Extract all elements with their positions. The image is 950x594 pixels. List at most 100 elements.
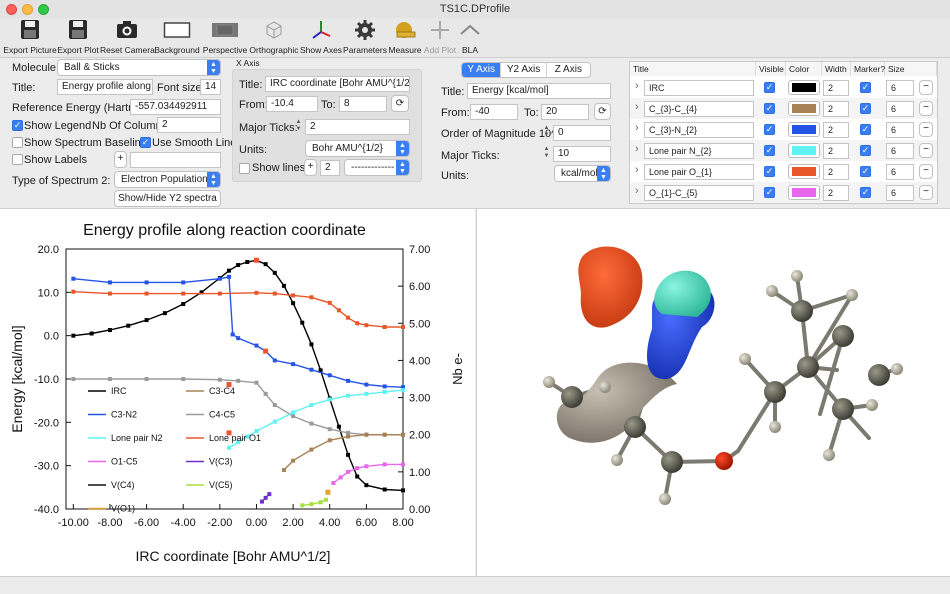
title-input[interactable]: Energy profile along rea [57,79,153,95]
x-from-input[interactable]: -10.4 [266,96,318,112]
series-width-input[interactable]: 2 [823,122,849,138]
series-width-input[interactable]: 2 [823,164,849,180]
series-title-input[interactable]: C_{3}-C_{4} [644,101,754,117]
table-row[interactable]: › C_{3}-N_{2} ✓ 2 ✓ 6− [630,119,937,140]
labels-input[interactable] [130,152,221,168]
bla-button[interactable]: BLA [457,18,483,58]
series-title-input[interactable]: C_{3}-N_{2} [644,122,754,138]
table-row[interactable]: › IRC ✓ 2 ✓ 6− [630,77,937,98]
series-size-input[interactable]: 6 [886,80,914,96]
series-size-input[interactable]: 6 [886,164,914,180]
lines-count-input[interactable]: 2 [320,160,340,176]
parameters-button[interactable]: Parameters [343,18,387,58]
y-to-input[interactable]: 20 [541,104,589,120]
add-label-button[interactable]: + [114,151,127,168]
x-to-input[interactable]: 8 [339,96,387,112]
remove-series-button[interactable]: − [919,80,933,95]
disclosure-chevron-icon[interactable]: › [635,122,639,134]
series-size-input[interactable]: 6 [886,101,914,117]
perspective-button[interactable]: Perspective [202,18,248,58]
col-size[interactable]: Size [885,62,937,76]
orthographic-button[interactable]: Orthographic [248,18,300,58]
y-major-ticks-stepper[interactable]: ▲ ▼ [543,146,550,159]
y-order-stepper[interactable]: ▲ ▼ [543,125,550,138]
add-line-button[interactable]: + [304,159,317,176]
y-refresh-button[interactable]: ⟳ [594,103,611,120]
export-plot-button[interactable]: Export Plot [57,18,99,58]
close-window-button[interactable] [6,4,17,15]
x-title-input[interactable]: IRC coordinate [Bohr AMU^{1/2}] [265,76,410,92]
disclosure-chevron-icon[interactable]: › [635,143,639,155]
series-size-input[interactable]: 6 [886,143,914,159]
series-visible-checkbox[interactable]: ✓ [764,187,775,198]
series-marker-checkbox[interactable]: ✓ [860,166,871,177]
show-lines-checkbox[interactable] [239,163,250,174]
series-visible-checkbox[interactable]: ✓ [764,82,775,93]
series-size-input[interactable]: 6 [886,122,914,138]
series-color-swatch[interactable] [788,185,820,200]
remove-series-button[interactable]: − [919,164,933,179]
x-major-ticks-stepper[interactable]: ▲ ▼ [295,119,302,132]
show-hide-y2-button[interactable]: Show/Hide Y2 spectra [114,190,221,207]
x-refresh-button[interactable]: ⟳ [391,95,409,112]
series-width-input[interactable]: 2 [823,143,849,159]
background-button[interactable]: Background [154,18,200,58]
y-from-input[interactable]: -40 [470,104,518,120]
col-width[interactable]: Width [822,62,851,76]
show-legend-checkbox[interactable]: ✓ [12,120,23,131]
show-labels-checkbox[interactable] [12,154,23,165]
line-style-select[interactable]: ------------- ▲ ▼ [344,159,410,176]
font-size-input[interactable]: 14 [200,79,221,95]
series-marker-checkbox[interactable]: ✓ [860,103,871,114]
ref-energy-input[interactable]: -557.034492911 [130,99,221,115]
tab-y-axis[interactable]: Y Axis [462,63,502,77]
series-title-input[interactable]: IRC [644,80,754,96]
series-visible-checkbox[interactable]: ✓ [764,124,775,135]
series-marker-checkbox[interactable]: ✓ [860,124,871,135]
tab-y2-axis[interactable]: Y2 Axis [501,63,547,77]
series-marker-checkbox[interactable]: ✓ [860,187,871,198]
plot-area[interactable]: Energy profile along reaction coordinate… [0,209,475,576]
table-row[interactable]: › Lone pair O_{1} ✓ 2 ✓ 6− [630,161,937,182]
remove-series-button[interactable]: − [919,143,933,158]
spectrum2-select[interactable]: Electron Population ▲ ▼ [114,171,221,188]
table-row[interactable]: › O_{1}-C_{5} ✓ 2 ✓ 6− [630,182,937,203]
series-color-swatch[interactable] [788,143,820,158]
tab-z-axis[interactable]: Z Axis [554,64,582,75]
col-visible[interactable]: Visible [756,62,786,76]
series-color-swatch[interactable] [788,122,820,137]
col-marker[interactable]: Marker? [851,62,885,76]
table-row[interactable]: › Lone pair N_{2} ✓ 2 ✓ 6− [630,140,937,161]
export-picture-button[interactable]: Export Picture [2,18,58,58]
x-units-select[interactable]: Bohr AMU^{1/2} ▲ ▼ [305,140,410,157]
series-color-swatch[interactable] [788,80,820,95]
disclosure-chevron-icon[interactable]: › [635,164,639,176]
show-axes-button[interactable]: Show Axes [300,18,342,58]
series-marker-checkbox[interactable]: ✓ [860,82,871,93]
remove-series-button[interactable]: − [919,185,933,200]
remove-series-button[interactable]: − [919,122,933,137]
y-major-ticks-input[interactable]: 10 [553,146,611,162]
series-width-input[interactable]: 2 [823,80,849,96]
table-row[interactable]: › C_{3}-C_{4} ✓ 2 ✓ 6− [630,98,937,119]
show-baseline-checkbox[interactable] [12,137,23,148]
reset-camera-button[interactable]: Reset Camera [100,18,155,58]
x-major-ticks-input[interactable]: 2 [305,119,410,135]
y-title-input[interactable]: Energy [kcal/mol] [467,83,611,99]
series-color-swatch[interactable] [788,164,820,179]
add-plot-button[interactable]: Add Plot [423,18,457,58]
series-title-input[interactable]: O_{1}-C_{5} [644,185,754,201]
series-size-input[interactable]: 6 [886,185,914,201]
zoom-window-button[interactable] [38,4,49,15]
series-color-swatch[interactable] [788,101,820,116]
minimize-window-button[interactable] [22,4,33,15]
series-visible-checkbox[interactable]: ✓ [764,166,775,177]
molecule-viewer[interactable] [476,209,950,576]
remove-series-button[interactable]: − [919,101,933,116]
disclosure-chevron-icon[interactable]: › [635,101,639,113]
series-title-input[interactable]: Lone pair O_{1} [644,164,754,180]
y-units-select[interactable]: kcal/mol ▲ ▼ [554,165,611,182]
smooth-line-checkbox[interactable]: ✓ [140,137,151,148]
col-color[interactable]: Color [786,62,822,76]
series-width-input[interactable]: 2 [823,101,849,117]
